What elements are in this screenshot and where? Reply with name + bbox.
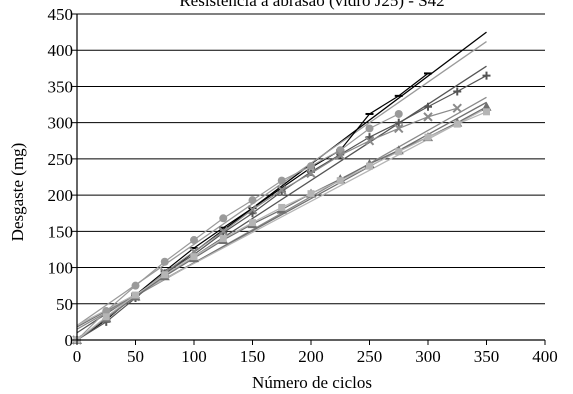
data-point-square	[219, 235, 227, 243]
y-tick-label: 250	[48, 150, 74, 169]
y-tick-label: 0	[65, 331, 74, 350]
y-tick-label: 200	[48, 186, 74, 205]
data-point-square	[483, 108, 490, 116]
data-point-circle	[102, 307, 111, 316]
data-point-cross	[364, 136, 375, 146]
y-tick-label: 450	[48, 5, 74, 24]
x-axis-title: Número de ciclos	[252, 373, 372, 392]
x-tick-label: 150	[240, 347, 266, 366]
data-point-cross	[394, 123, 404, 134]
data-point-circle	[365, 124, 374, 133]
data-point-square	[307, 190, 315, 198]
data-point-cross	[277, 185, 287, 195]
series-line-5	[76, 106, 487, 341]
x-tick-label: 100	[181, 347, 207, 366]
data-point-cross	[247, 204, 258, 215]
data-point-circle	[307, 162, 315, 171]
y-tick-label: 350	[48, 77, 74, 96]
data-point-circle	[248, 196, 257, 205]
y-axis-title: Desgaste (mg)	[8, 143, 27, 242]
y-tick-labels: 0 50 100 150 200 250 300 350 400 450	[48, 5, 74, 350]
data-point-circle	[190, 236, 198, 245]
y-tick-label: 150	[48, 222, 74, 241]
x-tick-label: 200	[298, 347, 324, 366]
data-point-circle	[160, 257, 169, 266]
x-tick-label: 300	[415, 347, 441, 366]
data-point-cross	[306, 168, 316, 179]
y-tick-label: 100	[48, 259, 74, 278]
y-tick-label: 300	[48, 114, 74, 133]
x-tick-labels: 0 50 100 150 200 250 300 350 400	[73, 347, 558, 366]
data-point-square	[424, 133, 432, 141]
data-point-square	[278, 203, 286, 211]
data-point-square	[366, 162, 373, 170]
data-point-cross	[423, 112, 433, 122]
data-point-circle	[277, 176, 286, 185]
series-line-3	[76, 113, 400, 341]
data-point-square	[395, 148, 403, 156]
data-point-square	[161, 271, 169, 279]
series-6	[73, 108, 490, 344]
data-point-plus	[394, 118, 403, 127]
data-point-square	[102, 313, 110, 321]
data-point-square	[249, 219, 256, 227]
data-point-square	[132, 291, 139, 299]
data-point-square	[336, 177, 344, 185]
data-series	[72, 71, 492, 345]
chart-title: Resistência à abrasão (vidro J25) - S42	[179, 0, 444, 10]
data-point-circle	[219, 214, 228, 223]
x-tick-label: 350	[474, 347, 500, 366]
data-point-plus	[424, 102, 432, 111]
data-point-circle	[131, 281, 140, 290]
data-point-circle	[394, 109, 403, 118]
data-point-cross	[335, 150, 345, 160]
data-point-square	[453, 120, 461, 128]
x-tick-label: 0	[73, 347, 82, 366]
y-tick-label: 400	[48, 41, 74, 60]
x-tick-label: 250	[357, 347, 383, 366]
data-point-plus	[453, 87, 462, 96]
gridlines	[77, 13, 545, 305]
data-point-plus	[482, 71, 491, 80]
x-tick-label: 50	[127, 347, 144, 366]
data-point-cross	[218, 226, 228, 237]
y-tick-label: 50	[56, 295, 73, 314]
axes	[72, 13, 546, 345]
series-line-6	[76, 111, 487, 341]
data-point-square	[190, 253, 198, 261]
data-point-cross	[452, 103, 462, 113]
x-tick-label: 400	[532, 347, 558, 366]
